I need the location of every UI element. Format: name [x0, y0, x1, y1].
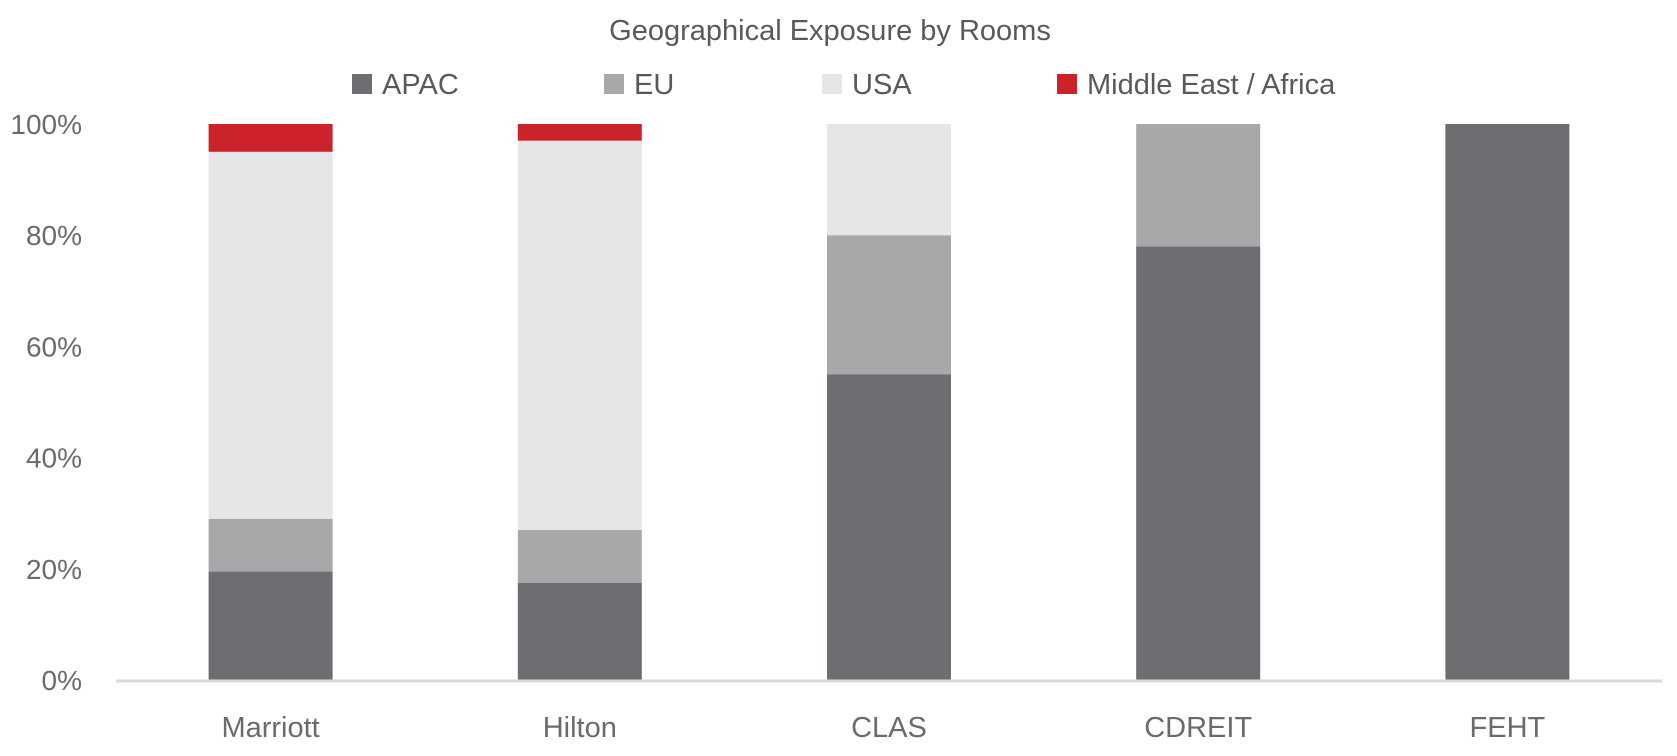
x-tick-label: Marriott [221, 712, 319, 744]
bar-clas-eu [827, 235, 951, 375]
bar-clas-apac [827, 374, 951, 680]
y-axis: 0% 20% 40% 60% 80% 100% [10, 109, 82, 696]
y-tick-label: 0% [42, 665, 82, 696]
bar-hilton-apac [517, 582, 642, 680]
y-tick-label: 60% [26, 331, 82, 362]
legend-swatch-eu [604, 74, 624, 94]
bar-group-clas [827, 124, 951, 680]
legend: APAC EU USA Middle East / Africa [352, 69, 1336, 101]
bar-clas-usa [827, 124, 951, 236]
bar-group-hilton [517, 124, 642, 680]
y-tick-label: 80% [26, 220, 82, 251]
y-tick-label: 100% [10, 109, 82, 140]
y-tick-label: 40% [26, 443, 82, 474]
bar-feht-apac [1445, 124, 1570, 680]
bar-hilton-eu [517, 529, 642, 583]
bars [208, 124, 1570, 680]
legend-item-middle-east-africa: Middle East / Africa [1057, 69, 1336, 101]
bar-cdreit-apac [1136, 246, 1261, 680]
x-tick-label: Hilton [543, 712, 617, 744]
bar-marriott-middle-east-africa [208, 124, 333, 152]
legend-label-eu: EU [634, 69, 674, 101]
bar-hilton-usa [517, 140, 642, 530]
legend-label-usa: USA [852, 69, 912, 101]
bar-group-feht [1445, 124, 1570, 680]
bar-marriott-eu [208, 518, 333, 572]
legend-label-middle-east-africa: Middle East / Africa [1087, 69, 1336, 101]
bar-group-marriott [208, 124, 333, 680]
legend-swatch-apac [352, 74, 372, 94]
y-tick-label: 20% [26, 554, 82, 585]
legend-item-usa: USA [822, 69, 912, 101]
bar-marriott-apac [208, 571, 333, 680]
bar-cdreit-eu [1136, 124, 1261, 247]
chart-title: Geographical Exposure by Rooms [609, 15, 1051, 47]
bar-marriott-usa [208, 151, 333, 519]
legend-label-apac: APAC [382, 69, 459, 101]
legend-item-apac: APAC [352, 69, 459, 101]
bar-group-cdreit [1136, 124, 1261, 680]
legend-swatch-usa [822, 74, 842, 94]
x-axis: Marriott Hilton CLAS CDREIT FEHT [116, 679, 1662, 744]
bar-hilton-middle-east-africa [517, 124, 642, 141]
x-tick-label: FEHT [1470, 712, 1546, 744]
x-tick-label: CDREIT [1144, 712, 1252, 744]
legend-swatch-middle-east-africa [1057, 74, 1077, 94]
x-tick-label: CLAS [851, 712, 927, 744]
legend-item-eu: EU [604, 69, 674, 101]
